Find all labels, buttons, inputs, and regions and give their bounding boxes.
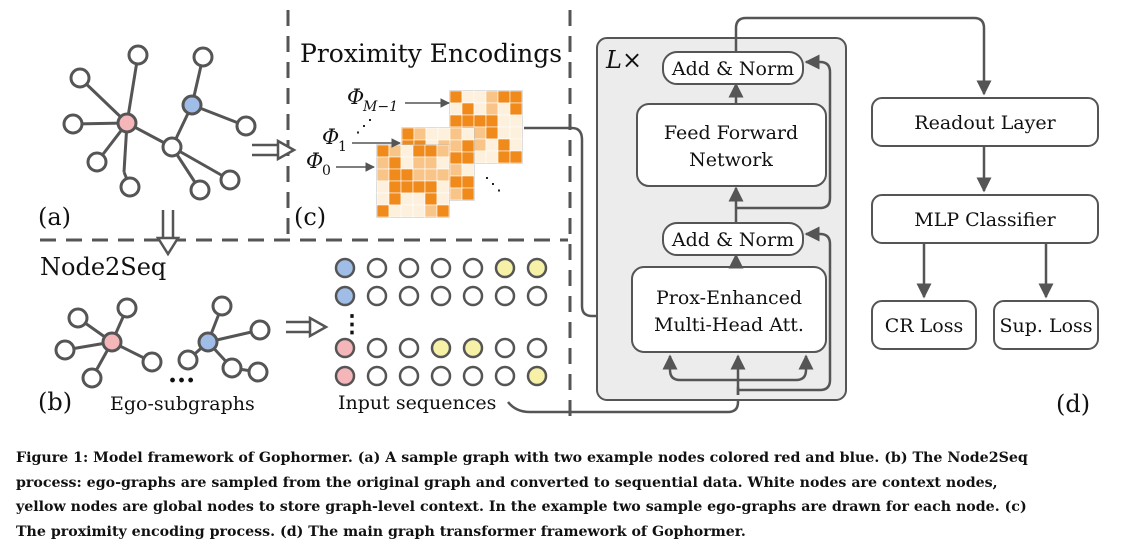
input-sequences-label: Input sequences <box>338 392 496 414</box>
phi1-label: Φ 1 <box>322 125 347 155</box>
sup-loss-label: Sup. Loss <box>999 315 1092 337</box>
sequence-to-attention-arrow <box>507 358 746 414</box>
sequence-context-node <box>398 257 420 279</box>
phi1-base: Φ <box>322 125 339 149</box>
mlp-label: MLP Classifier <box>914 209 1056 231</box>
add-norm-top-box <box>662 51 804 85</box>
sequence-context-node <box>462 257 484 279</box>
hollow-arrow-a-to-b <box>155 210 181 257</box>
sequence-center-node <box>334 337 356 359</box>
ego-graph-blue <box>177 295 271 383</box>
sequence-vdots: ⋮ <box>340 309 364 338</box>
phi1-sub: 1 <box>338 139 347 155</box>
sequence-context-node <box>494 337 516 359</box>
attention-input-left <box>662 354 738 382</box>
sequence-global-node <box>526 365 548 387</box>
hollow-arrow-a-to-c <box>252 138 297 162</box>
sequence-global-node <box>430 337 452 359</box>
add-norm-bottom-label: Add & Norm <box>671 229 794 251</box>
sequence-context-node <box>430 365 452 387</box>
panel-c-label: (c) <box>294 203 326 231</box>
attention-box <box>631 266 827 353</box>
sequence-context-node <box>398 285 420 307</box>
sequence-context-node <box>526 285 548 307</box>
sequence-context-node <box>494 365 516 387</box>
node2seq-title: Node2Seq <box>40 253 166 281</box>
sequence-center-node <box>334 365 356 387</box>
cr-loss-box <box>871 300 977 350</box>
ffn-box <box>636 103 827 187</box>
phi-m1-label: Φ M−1 <box>347 85 398 115</box>
panel-d-label: (d) <box>1056 390 1090 418</box>
sequence-context-node <box>366 285 388 307</box>
proximity-encodings-title: Proximity Encodings <box>300 39 562 68</box>
input-sequences <box>334 257 548 387</box>
attention-input-right <box>738 354 814 382</box>
caption-line: process: ego-graphs are sampled from the… <box>16 474 998 491</box>
sequence-context-node <box>398 365 420 387</box>
attention-line2: Multi-Head Att. <box>654 314 804 336</box>
caption-line: The proximity encoding process. (d) The … <box>16 523 746 540</box>
readout-label: Readout Layer <box>914 112 1056 134</box>
ddots-matrices: ⋱ <box>484 174 502 195</box>
sequence-context-node <box>366 365 388 387</box>
panel-b-label: (b) <box>38 388 72 416</box>
panel-a-label: (a) <box>38 203 71 231</box>
sequence-center-node <box>334 257 356 279</box>
sup-loss-box <box>993 300 1099 350</box>
matrix-to-attention-arrow <box>524 126 634 324</box>
residual-path-top <box>736 54 832 210</box>
vdots-phi: ⋰ <box>355 116 373 137</box>
sequence-context-node <box>366 257 388 279</box>
matrix-phi0 <box>376 144 450 218</box>
sequence-context-node <box>526 337 548 359</box>
block-to-readout-arrow <box>734 16 992 96</box>
sequence-context-node <box>430 257 452 279</box>
node-blue <box>181 94 203 116</box>
hollow-arrow-b <box>286 315 329 339</box>
sequence-context-node <box>366 337 388 359</box>
add-norm-bottom-box <box>662 222 804 256</box>
figure-diagram: (a) Proximity Encodings Φ M−1 ⋰ Φ 1 Φ 0 … <box>38 10 1099 425</box>
sequence-context-node <box>462 365 484 387</box>
ego-subgraphs-label: Ego-subgraphs <box>110 393 255 415</box>
ffn-line1: Feed Forward <box>664 122 798 144</box>
sequence-context-node <box>430 285 452 307</box>
ffn-line2: Network <box>689 149 773 171</box>
node-red <box>116 112 138 134</box>
sequence-context-node <box>398 337 420 359</box>
sequence-global-node <box>526 257 548 279</box>
attention-line1: Prox-Enhanced <box>656 287 802 309</box>
proximity-matrices <box>376 90 523 218</box>
sequence-center-node <box>334 285 356 307</box>
sample-graph-nodes <box>62 44 257 201</box>
phi0-sub: 0 <box>322 163 331 179</box>
add-norm-top-label: Add & Norm <box>671 58 794 80</box>
caption-line: yellow nodes are global nodes to store g… <box>16 499 1027 515</box>
mlp-box <box>871 194 1099 244</box>
ego-graph-red <box>54 297 163 389</box>
sequence-global-node <box>494 257 516 279</box>
phi0-base: Φ <box>306 149 323 173</box>
cr-loss-label: CR Loss <box>885 315 963 337</box>
repeat-label: L× <box>605 46 642 74</box>
sequence-global-node <box>462 337 484 359</box>
phi0-label: Φ 0 <box>306 149 331 179</box>
sequence-context-node <box>494 285 516 307</box>
caption-line: Figure 1: Model framework of Gophormer. … <box>16 450 1028 466</box>
figure-caption: Figure 1: Model framework of Gophormer. … <box>16 446 1122 544</box>
phi-m1-sub: M−1 <box>362 99 398 115</box>
sequence-context-node <box>462 285 484 307</box>
phi-m1-base: Φ <box>347 85 364 109</box>
